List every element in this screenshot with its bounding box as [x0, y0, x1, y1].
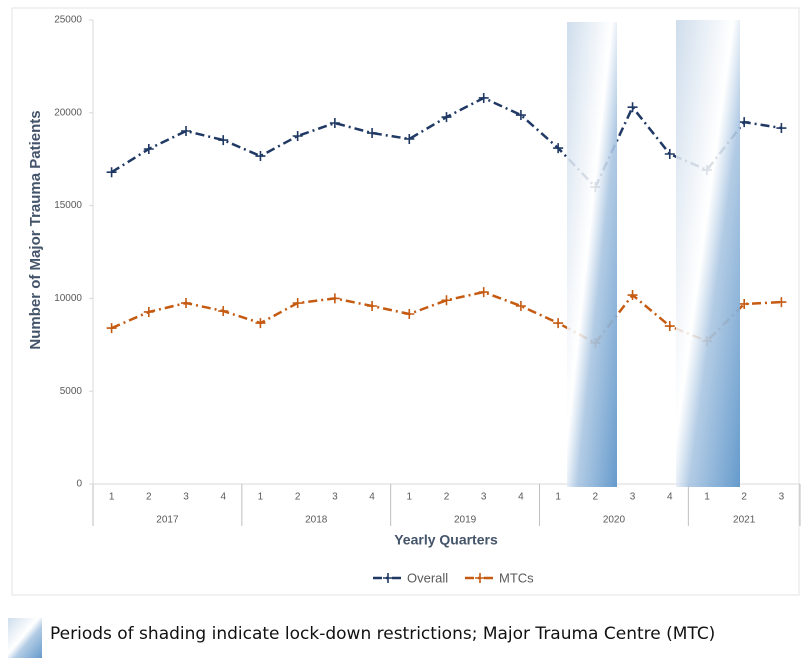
shading-swatch — [8, 618, 42, 658]
chart-frame — [11, 7, 800, 596]
shading-icon — [8, 618, 42, 658]
marker — [329, 118, 340, 129]
x-tick-label: 4 — [220, 492, 226, 503]
marker — [106, 323, 117, 334]
marker — [367, 301, 378, 312]
x-tick-label: 3 — [481, 492, 487, 503]
x-tick-label: 4 — [518, 492, 524, 503]
marker — [143, 143, 154, 154]
x-tick-label: 2 — [295, 492, 301, 503]
marker — [106, 167, 117, 178]
x-group-label: 2017 — [156, 515, 179, 526]
x-tick-label: 4 — [369, 492, 375, 503]
lockdown-shading — [676, 20, 740, 487]
marker — [255, 318, 266, 329]
marker — [404, 308, 415, 319]
legend-label: Overall — [407, 570, 448, 585]
x-tick-label: 3 — [779, 492, 785, 503]
marker — [664, 149, 675, 160]
y-axis-title: Number of Major Trauma Patients — [27, 110, 44, 349]
x-tick-label: 2 — [741, 492, 747, 503]
x-tick-label: 3 — [630, 492, 636, 503]
x-tick-label: 3 — [183, 492, 189, 503]
marker — [404, 133, 415, 144]
x-tick-label: 1 — [407, 492, 413, 503]
marker — [478, 92, 489, 103]
y-tick-label: 5000 — [60, 386, 83, 397]
y-tick-label: 0 — [76, 479, 82, 490]
legend-label: MTCs — [499, 570, 534, 585]
y-tick-label: 20000 — [54, 107, 82, 118]
marker — [664, 321, 675, 332]
x-tick-label: 1 — [555, 492, 561, 503]
marker — [478, 287, 489, 298]
x-tick-label: 1 — [258, 492, 264, 503]
x-group-label: 2020 — [603, 515, 626, 526]
marker — [627, 290, 638, 301]
marker — [515, 301, 526, 312]
marker — [292, 298, 303, 309]
marker — [218, 306, 229, 317]
x-tick-label: 4 — [667, 492, 673, 503]
x-axis-title: Yearly Quarters — [394, 532, 498, 548]
marker — [181, 125, 192, 136]
marker — [218, 135, 229, 146]
marker — [553, 318, 564, 329]
x-group-label: 2018 — [305, 515, 328, 526]
x-tick-label: 3 — [332, 492, 338, 503]
marker — [367, 128, 378, 139]
marker — [143, 306, 154, 317]
y-tick-label: 15000 — [54, 200, 82, 211]
marker — [181, 298, 192, 309]
marker — [776, 297, 787, 308]
y-tick-label: 10000 — [54, 293, 82, 304]
marker — [441, 112, 452, 123]
legend-marker — [475, 573, 485, 583]
x-tick-label: 2 — [146, 492, 152, 503]
marker — [553, 143, 564, 154]
marker — [441, 295, 452, 306]
marker — [292, 131, 303, 141]
marker — [739, 298, 750, 309]
legend-marker — [383, 573, 393, 583]
marker — [776, 123, 787, 134]
marker — [739, 117, 750, 128]
x-tick-label: 1 — [109, 492, 115, 503]
x-group-label: 2019 — [454, 515, 477, 526]
x-tick-label: 2 — [444, 492, 450, 503]
x-group-label: 2021 — [733, 515, 756, 526]
caption: Periods of shading indicate lock-down re… — [50, 624, 716, 644]
chart: 0 5000 10000 15000 20000 25000 1 2 3 4 2017 1 2 3 4 201… — [11, 7, 801, 596]
y-tick-label: 25000 — [54, 15, 82, 26]
marker — [515, 110, 526, 121]
x-tick-label: 1 — [704, 492, 710, 503]
plot-area: 0 5000 10000 15000 20000 25000 1 2 3 4 2017 1 2 3 4 201… — [54, 15, 801, 526]
lockdown-shading — [567, 22, 617, 487]
x-tick-label: 2 — [593, 492, 599, 503]
marker — [627, 102, 638, 113]
marker — [255, 151, 266, 162]
marker — [329, 293, 340, 304]
